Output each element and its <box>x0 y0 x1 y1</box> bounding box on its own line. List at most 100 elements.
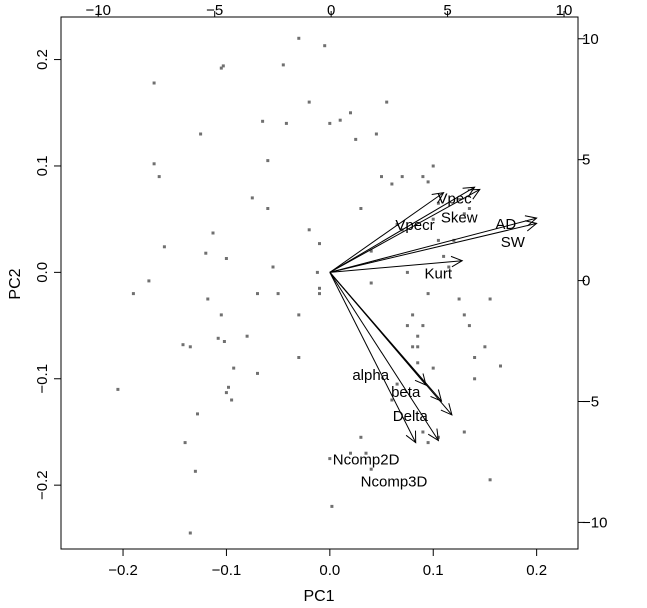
data-point <box>256 292 259 296</box>
loading-arrow-head <box>524 220 538 232</box>
data-point <box>162 245 166 249</box>
top-tick-label: −5 <box>206 2 223 19</box>
x-tick-label: 0.1 <box>423 562 444 579</box>
data-point <box>266 207 270 210</box>
data-point <box>385 100 389 104</box>
data-point <box>338 118 342 122</box>
top-axis: −10 −5 0 5 10 <box>86 2 573 19</box>
x-tick-label: 0.2 <box>526 562 547 579</box>
data-point <box>188 345 192 349</box>
data-point <box>380 175 383 179</box>
data-point <box>221 64 225 68</box>
data-point <box>359 207 363 210</box>
data-point <box>369 281 373 285</box>
x-tick-label: −0.1 <box>212 562 242 579</box>
loading-arrows <box>329 186 538 444</box>
loading-label: Vpec <box>437 190 472 207</box>
y-tick-label: 0.0 <box>34 262 51 283</box>
data-point <box>349 451 352 455</box>
data-point <box>219 66 223 70</box>
loading-arrow-head <box>462 186 476 198</box>
loading-arrow-shaft <box>329 260 463 273</box>
top-tick-label: −10 <box>86 2 111 19</box>
y-tick-label: 0.1 <box>34 156 51 177</box>
data-point <box>421 430 425 434</box>
data-point <box>116 387 120 391</box>
loading-arrow-head <box>440 403 453 416</box>
data-point <box>483 345 487 349</box>
data-point <box>152 81 156 85</box>
loading-arrow-shaft <box>329 188 481 273</box>
data-point <box>157 175 161 179</box>
y-tick-label: −0.2 <box>34 470 51 500</box>
data-point <box>232 366 236 370</box>
data-point <box>462 430 466 434</box>
data-point <box>204 251 208 255</box>
data-point <box>488 297 492 301</box>
right-axis: −10 −5 0 5 10 <box>578 31 607 531</box>
data-point <box>411 313 415 317</box>
data-point <box>436 201 440 205</box>
loading-arrow-head <box>431 191 445 204</box>
data-point <box>426 180 430 184</box>
data-point <box>436 238 440 242</box>
data-point <box>281 63 285 67</box>
data-point <box>405 270 409 274</box>
y-tick-label: −0.1 <box>34 364 51 394</box>
data-point <box>395 382 399 386</box>
data-point <box>330 504 334 508</box>
data-point <box>328 121 332 125</box>
data-point <box>354 137 358 141</box>
data-point <box>318 286 321 290</box>
data-point <box>421 324 425 328</box>
loading-label: alpha <box>352 367 389 384</box>
loading-arrow-shaft <box>329 272 453 416</box>
x-tick-label: 0.0 <box>319 562 340 579</box>
data-point <box>245 334 249 338</box>
loading-arrow-shaft <box>329 222 537 273</box>
data-point <box>395 223 399 226</box>
data-point <box>369 467 373 471</box>
right-tick-label: 10 <box>582 31 599 48</box>
data-point <box>206 297 210 301</box>
data-point <box>256 371 259 375</box>
data-point <box>431 366 435 370</box>
loading-arrow-shaft <box>329 217 537 273</box>
data-point <box>369 249 373 253</box>
data-point <box>261 119 265 123</box>
loading-arrow-head <box>467 188 481 200</box>
data-point <box>147 279 151 283</box>
right-tick-label: 0 <box>582 273 590 290</box>
data-point <box>307 228 311 232</box>
data-point <box>431 164 435 168</box>
data-point <box>297 36 301 40</box>
right-tick-label: −5 <box>582 393 599 410</box>
x-axis-title: PC1 <box>303 588 334 605</box>
data-point <box>473 356 477 359</box>
data-point <box>349 111 352 115</box>
data-point <box>318 292 321 296</box>
y-tick-label: 0.2 <box>34 49 51 70</box>
plot-frame <box>60 16 579 550</box>
loading-label: Ncomp3D <box>361 473 428 490</box>
data-point <box>222 340 226 343</box>
data-point <box>199 132 203 136</box>
data-point <box>196 412 199 416</box>
data-point <box>224 257 228 260</box>
data-point <box>211 231 215 235</box>
data-point <box>364 451 368 455</box>
data-point <box>284 121 288 125</box>
loading-arrow-shaft <box>329 272 417 443</box>
data-point <box>390 398 394 402</box>
data-point <box>224 391 228 395</box>
data-point <box>462 313 466 317</box>
loading-arrow-head <box>405 430 417 444</box>
loading-label: Ncomp2D <box>333 452 400 469</box>
data-point <box>400 175 404 179</box>
data-point <box>499 364 502 368</box>
data-point <box>473 377 477 381</box>
top-tick-label: 0 <box>327 2 335 19</box>
loading-label: SW <box>501 234 526 251</box>
